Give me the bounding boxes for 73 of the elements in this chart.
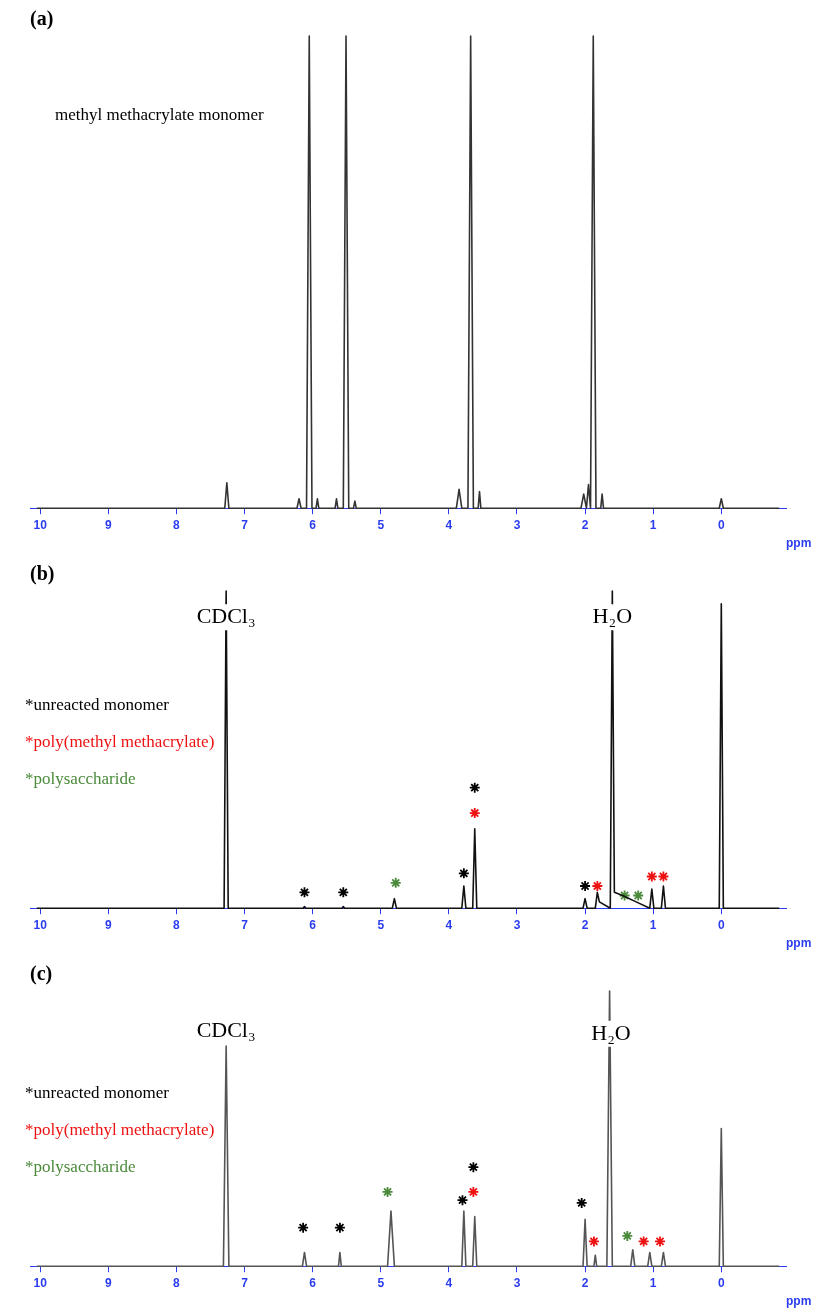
annotation: CDCl₃ bbox=[196, 603, 256, 629]
x-tick-label: 8 bbox=[173, 517, 181, 532]
chart-title: (a) bbox=[30, 7, 54, 31]
x-tick-label: 5 bbox=[377, 917, 385, 932]
x-tick-label: 7 bbox=[241, 1275, 249, 1290]
point bbox=[467, 1186, 480, 1198]
point bbox=[657, 870, 670, 883]
text: *poly(methyl methacrylate) bbox=[25, 1118, 215, 1141]
point bbox=[457, 867, 470, 880]
x-tick-label: 9 bbox=[104, 917, 112, 932]
text: *poly(methyl methacrylate) bbox=[25, 731, 215, 754]
x-tick-label: 4 bbox=[445, 1275, 453, 1290]
point bbox=[298, 886, 311, 899]
point bbox=[637, 1235, 650, 1248]
x-tick-label: 1 bbox=[649, 917, 657, 932]
x-tick-label: 2 bbox=[581, 917, 589, 932]
point bbox=[575, 1197, 588, 1209]
x-axis-title: ppm bbox=[786, 536, 812, 551]
point bbox=[618, 889, 631, 902]
x-tick-label: 2 bbox=[581, 1275, 589, 1290]
x-tick-label: 1 bbox=[649, 517, 657, 532]
chart-title: (c) bbox=[30, 962, 53, 986]
x-tick-label: 5 bbox=[377, 517, 385, 532]
x-tick-label: 0 bbox=[717, 517, 725, 532]
x-tick-label: 7 bbox=[241, 917, 249, 932]
x-tick-label: 8 bbox=[173, 1275, 181, 1290]
x-axis-title: ppm bbox=[786, 1294, 812, 1309]
x-tick-label: 0 bbox=[717, 1275, 725, 1290]
x-tick-label: 2 bbox=[581, 517, 589, 532]
point bbox=[654, 1235, 666, 1248]
x-tick-label: 3 bbox=[513, 517, 521, 532]
x-tick-label: 10 bbox=[33, 1275, 48, 1290]
x-tick-label: 9 bbox=[104, 517, 112, 532]
x-tick-label: 3 bbox=[513, 917, 521, 932]
point bbox=[591, 880, 604, 892]
annotation: methyl methacrylate monomer bbox=[55, 105, 264, 125]
point bbox=[579, 880, 591, 892]
x-tick-label: 10 bbox=[33, 517, 48, 532]
x-tick-label: 3 bbox=[513, 1275, 521, 1290]
x-tick-label: 0 bbox=[717, 917, 725, 932]
x-tick-label: 6 bbox=[309, 1275, 317, 1290]
point bbox=[381, 1186, 394, 1198]
annotation: H₂O bbox=[592, 603, 633, 629]
text: *unreacted monomer bbox=[25, 694, 170, 717]
x-tick-label: 4 bbox=[445, 517, 453, 532]
x-axis-title: ppm bbox=[786, 936, 812, 951]
x-tick-label: 10 bbox=[33, 917, 48, 932]
x-tick-label: 7 bbox=[241, 517, 249, 532]
point bbox=[467, 1161, 480, 1174]
point bbox=[632, 889, 645, 902]
text: *unreacted monomer bbox=[25, 1081, 170, 1104]
point bbox=[456, 1194, 469, 1207]
x-tick-label: 6 bbox=[309, 517, 317, 532]
x-tick-label: 5 bbox=[377, 1275, 385, 1290]
point bbox=[297, 1221, 310, 1234]
point bbox=[621, 1230, 634, 1242]
text: *polysaccharide bbox=[25, 1155, 137, 1178]
point bbox=[389, 876, 402, 889]
point bbox=[468, 781, 481, 794]
x-tick-label: 4 bbox=[445, 917, 453, 932]
point bbox=[333, 1221, 346, 1234]
x-tick-label: 8 bbox=[173, 917, 181, 932]
x-tick-label: 9 bbox=[104, 1275, 112, 1290]
annotation: CDCl₃ bbox=[196, 1016, 256, 1042]
chart-title: (b) bbox=[30, 562, 55, 586]
x-tick-label: 1 bbox=[649, 1275, 657, 1290]
point bbox=[645, 870, 658, 883]
text: *polysaccharide bbox=[25, 768, 137, 791]
annotation: H₂O bbox=[591, 1019, 631, 1045]
point bbox=[337, 886, 350, 899]
x-tick-label: 6 bbox=[309, 917, 317, 932]
point bbox=[468, 807, 481, 819]
point bbox=[588, 1235, 600, 1248]
